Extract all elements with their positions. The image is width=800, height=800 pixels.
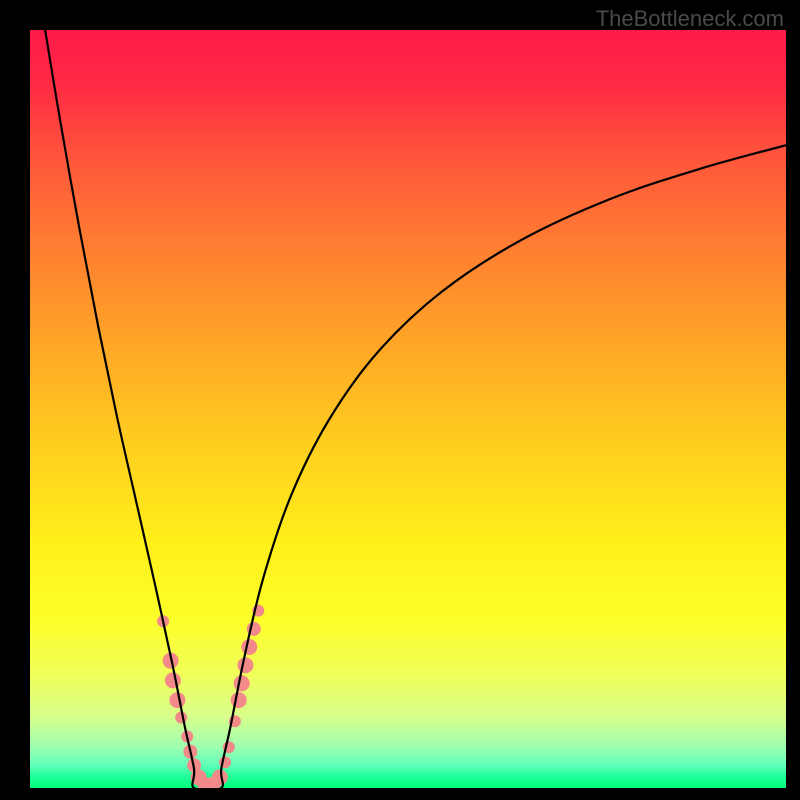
bottleneck-curve (45, 30, 786, 788)
chart-frame (0, 0, 800, 800)
data-marker (231, 692, 247, 708)
data-marker (241, 639, 257, 655)
markers-group (157, 605, 264, 788)
watermark-text: TheBottleneck.com (596, 6, 784, 32)
data-marker (234, 675, 250, 691)
plot-area (30, 30, 786, 788)
data-marker (212, 769, 228, 785)
curve-overlay-svg (30, 30, 786, 788)
data-marker (165, 672, 181, 688)
data-marker (237, 657, 253, 673)
